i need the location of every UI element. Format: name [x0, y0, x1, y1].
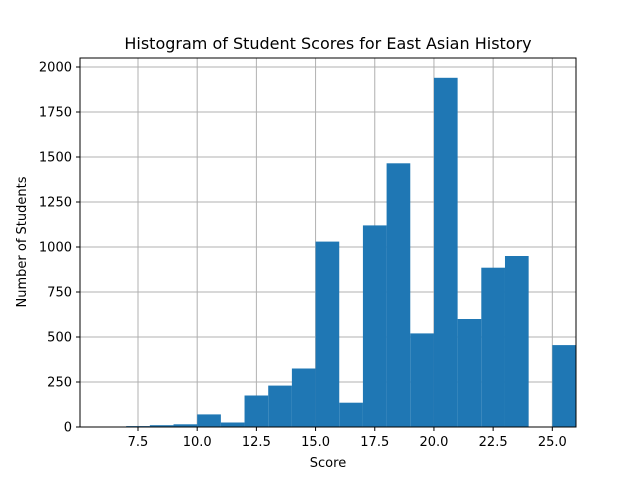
x-tick-label: 20.0 [419, 435, 448, 450]
bars-layer [126, 77, 576, 428]
histogram-bar [386, 163, 411, 428]
y-tick-label: 1750 [39, 106, 72, 121]
histogram-bar [197, 414, 221, 427]
axes-frame [79, 57, 577, 428]
x-tick-label: 15.0 [301, 435, 330, 450]
x-tick-label: 25.0 [538, 435, 567, 450]
histogram-bar [268, 385, 292, 427]
y-tick-label: 250 [47, 376, 72, 391]
histogram-bar [291, 368, 316, 427]
histogram-bar [504, 256, 529, 427]
y-tick-label: 1250 [39, 196, 72, 211]
y-tick-label: 1500 [39, 151, 72, 166]
chart-title: Histogram of Student Scores for East Asi… [124, 34, 531, 53]
ticks-layer: 7.5 10.0 12.5 15.0 17.5 20.0 22.5 25.0 0 250 500 75… [39, 61, 567, 451]
histogram-bar [149, 425, 174, 427]
y-axis-label: Number of Students [15, 176, 30, 307]
histogram-bar [481, 267, 505, 427]
x-tick-label: 12.5 [242, 435, 271, 450]
histogram-bar [173, 424, 198, 427]
y-tick-label: 750 [47, 286, 72, 301]
histogram-bar [362, 225, 387, 427]
y-tick-label: 2000 [39, 61, 72, 76]
x-tick-label: 17.5 [360, 435, 389, 450]
y-tick-label: 0 [64, 421, 72, 436]
histogram-bar [315, 241, 340, 427]
y-tick-label: 500 [47, 331, 72, 346]
histogram-bar [410, 333, 434, 427]
histogram-bar [457, 319, 482, 427]
x-tick-label: 10.0 [183, 435, 212, 450]
histogram-bar [244, 395, 269, 427]
histogram-bar [220, 422, 245, 427]
x-tick-label: 7.5 [128, 435, 149, 450]
x-tick-label: 22.5 [479, 435, 508, 450]
y-tick-label: 1000 [39, 241, 72, 256]
histogram-bar [433, 77, 458, 428]
histogram-bar [552, 345, 576, 427]
x-axis-label: Score [310, 456, 346, 471]
histogram-bar [339, 402, 363, 427]
